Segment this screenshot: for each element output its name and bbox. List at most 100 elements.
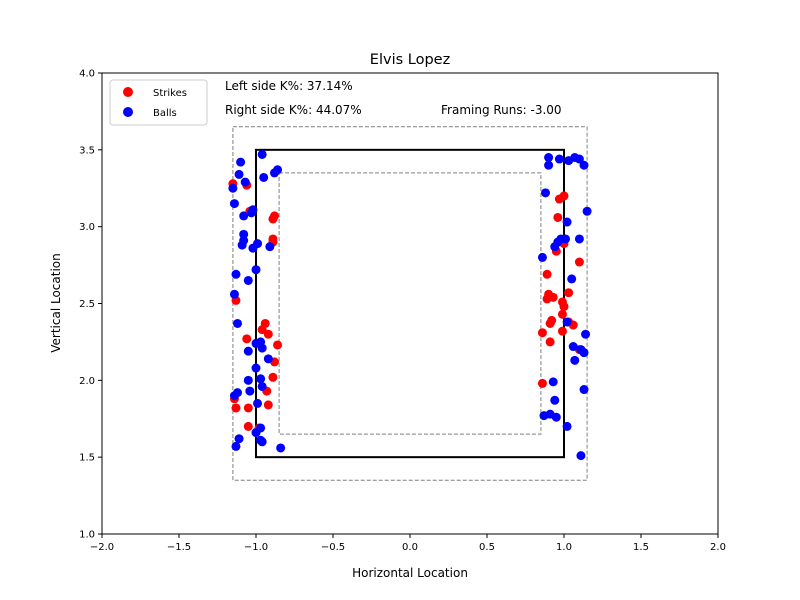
x-tick-label: 0.5 bbox=[479, 542, 495, 553]
strikes-point bbox=[243, 403, 253, 413]
x-tick-label: −1.0 bbox=[244, 542, 268, 553]
balls-point bbox=[276, 443, 286, 453]
balls-point bbox=[265, 242, 275, 252]
balls-point bbox=[257, 343, 267, 353]
y-tick-label: 3.5 bbox=[79, 145, 95, 156]
legend-balls-marker bbox=[123, 107, 133, 117]
balls-point bbox=[570, 355, 580, 365]
balls-point bbox=[253, 239, 263, 249]
strikes-point bbox=[542, 269, 552, 279]
left-k-annotation: Left side K%: 37.14% bbox=[225, 79, 353, 93]
balls-point bbox=[237, 240, 247, 250]
y-axis-ticks: 1.0 1.5 2.0 2.5 3.0 3.5 4.0 bbox=[79, 69, 102, 541]
balls-point bbox=[243, 346, 253, 356]
balls-point bbox=[231, 269, 241, 279]
x-tick-label: −1.5 bbox=[167, 542, 191, 553]
balls-point bbox=[574, 154, 584, 164]
balls-point bbox=[257, 381, 267, 391]
y-tick-label: 1.5 bbox=[79, 453, 95, 464]
balls-point bbox=[259, 172, 269, 182]
strikes-point bbox=[242, 334, 252, 344]
y-tick-label: 1.0 bbox=[79, 530, 95, 541]
balls-point bbox=[554, 154, 564, 164]
strikes-point bbox=[554, 194, 564, 204]
strikes-point bbox=[273, 340, 283, 350]
balls-point bbox=[579, 385, 589, 395]
balls-point bbox=[234, 434, 244, 444]
balls-point bbox=[245, 386, 255, 396]
balls-point bbox=[251, 265, 261, 275]
y-tick-label: 4.0 bbox=[79, 69, 95, 80]
balls-point bbox=[229, 391, 239, 401]
data-points bbox=[228, 149, 592, 461]
strikes-point bbox=[557, 326, 567, 336]
balls-point bbox=[544, 153, 554, 163]
balls-point bbox=[240, 177, 250, 187]
chart-title: Elvis Lopez bbox=[370, 52, 450, 68]
balls-point bbox=[243, 275, 253, 285]
strikes-point bbox=[574, 257, 584, 267]
balls-point bbox=[562, 421, 572, 431]
balls-point bbox=[231, 441, 241, 451]
balls-point bbox=[229, 199, 239, 209]
strikes-point bbox=[553, 212, 563, 222]
plot-frame bbox=[101, 72, 719, 535]
legend-balls-label: Balls bbox=[153, 108, 177, 119]
strikes-point bbox=[243, 421, 253, 431]
strikes-point bbox=[263, 400, 273, 410]
strikes-point bbox=[537, 328, 547, 338]
balls-point bbox=[256, 374, 266, 384]
strikes-point bbox=[257, 325, 267, 335]
balls-point bbox=[246, 208, 256, 218]
balls-point bbox=[550, 242, 560, 252]
balls-point bbox=[233, 318, 243, 328]
balls-point bbox=[550, 395, 560, 405]
balls-point bbox=[239, 211, 249, 221]
y-tick-label: 2.5 bbox=[79, 299, 95, 310]
balls-point bbox=[574, 234, 584, 244]
balls-point bbox=[579, 160, 589, 170]
balls-point bbox=[253, 398, 263, 408]
balls-point bbox=[251, 428, 261, 438]
balls-point bbox=[562, 217, 572, 227]
x-tick-label: −2.0 bbox=[90, 542, 114, 553]
x-tick-label: 1.5 bbox=[633, 542, 649, 553]
x-tick-label: 1.0 bbox=[556, 542, 572, 553]
balls-point bbox=[273, 165, 283, 175]
balls-point bbox=[537, 252, 547, 262]
framing-runs-annotation: Framing Runs: -3.00 bbox=[441, 103, 562, 117]
balls-point bbox=[561, 234, 571, 244]
right-k-annotation: Right side K%: 44.07% bbox=[225, 103, 362, 117]
balls-point bbox=[562, 317, 572, 327]
x-tick-label: 2.0 bbox=[710, 542, 726, 553]
strikes-point bbox=[537, 378, 547, 388]
balls-point bbox=[251, 363, 261, 373]
strikes-point bbox=[557, 309, 567, 319]
balls-point bbox=[576, 451, 586, 461]
strikes-point bbox=[268, 214, 278, 224]
legend-box bbox=[109, 79, 208, 126]
balls-point bbox=[236, 157, 246, 167]
balls-point bbox=[234, 169, 244, 179]
strikes-point bbox=[559, 302, 569, 312]
strikes-point bbox=[268, 372, 278, 382]
balls-point bbox=[582, 206, 592, 216]
inner-zone-rect bbox=[278, 172, 542, 435]
balls-point bbox=[551, 412, 561, 422]
strikes-point bbox=[545, 318, 555, 328]
strikes-point bbox=[231, 403, 241, 413]
balls-point bbox=[229, 289, 239, 299]
strikes-point bbox=[564, 288, 574, 298]
balls-point bbox=[263, 354, 273, 364]
balls-point bbox=[544, 160, 554, 170]
y-tick-label: 2.0 bbox=[79, 376, 95, 387]
balls-point bbox=[568, 342, 578, 352]
legend-strikes-label: Strikes bbox=[153, 88, 187, 99]
balls-point bbox=[257, 437, 267, 447]
balls-point bbox=[257, 149, 267, 159]
balls-point bbox=[567, 274, 577, 284]
balls-point bbox=[228, 183, 238, 193]
strikes-point bbox=[263, 329, 273, 339]
strikes-point bbox=[545, 337, 555, 347]
